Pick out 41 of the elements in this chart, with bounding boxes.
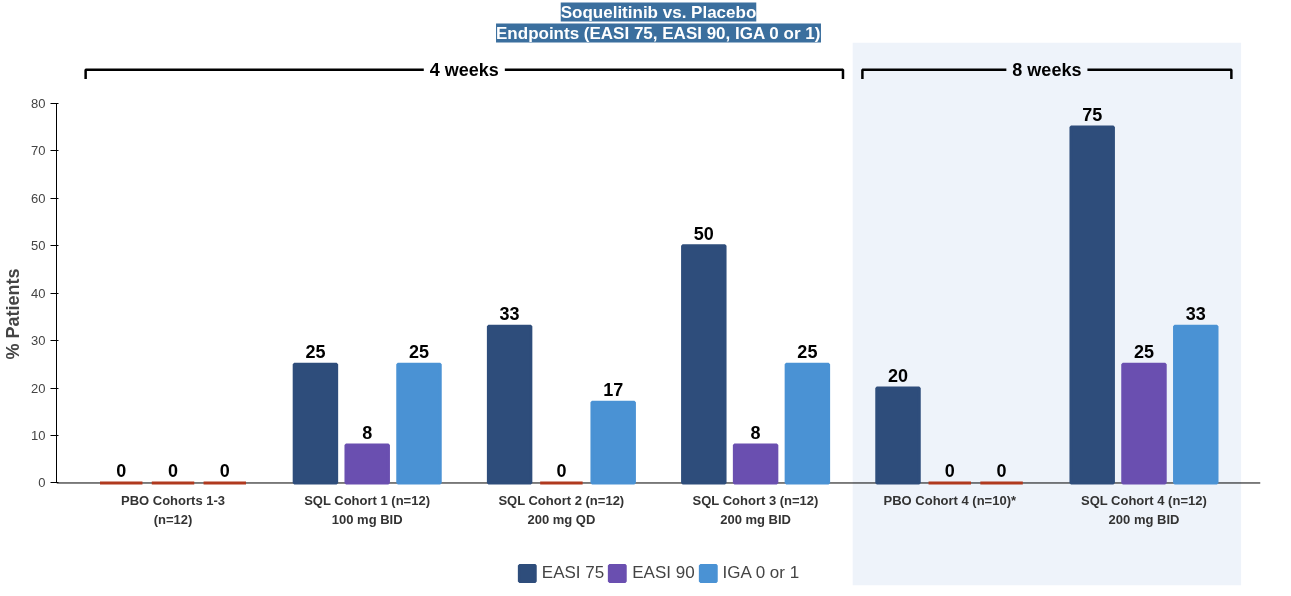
chart-title: Soquelitinib vs. Placebo <box>560 2 757 22</box>
data-label: 25 <box>305 342 326 363</box>
y-tick-label: 20 <box>31 380 46 396</box>
data-label: 0 <box>219 460 230 481</box>
y-tick-label: 50 <box>31 238 46 254</box>
text: 4 weeks <box>429 59 499 80</box>
data-label: 50 <box>693 223 714 244</box>
data-label: 0 <box>168 460 179 481</box>
data-label: 0 <box>116 460 127 481</box>
x-tick-label: SQL Cohort 1 (n=12) 100 mg BID <box>304 492 430 528</box>
data-label: 0 <box>556 460 567 481</box>
y-tick-label: 80 <box>31 95 46 111</box>
chart-subtitle: Endpoints (EASI 75, EASI 90, IGA 0 or 1) <box>496 23 821 43</box>
data-label: 33 <box>1185 304 1206 325</box>
data-label: 25 <box>797 342 818 363</box>
y-tick-label: 0 <box>38 475 46 491</box>
data-label: 0 <box>996 460 1007 481</box>
legend-label: EASI 75 <box>541 563 605 583</box>
y-tick-label: 70 <box>31 143 46 159</box>
x-tick-label: SQL Cohort 3 (n=12) 200 mg BID <box>692 492 819 528</box>
data-label: 8 <box>750 423 761 443</box>
x-tick-label: PBO Cohorts 1-3 (n=12) <box>121 492 226 528</box>
y-tick-label: 10 <box>31 428 46 444</box>
y-tick-label: 60 <box>31 190 46 206</box>
data-label: 8 <box>362 423 373 443</box>
x-tick-label: SQL Cohort 4 (n=12) 200 mg BID <box>1080 492 1207 528</box>
data-label: 25 <box>1133 342 1154 363</box>
y-tick-label: 40 <box>31 285 46 301</box>
y-tick-label: 30 <box>31 333 46 349</box>
legend-label: EASI 90 <box>632 563 695 583</box>
x-tick-label: PBO Cohort 4 (n=10)* <box>883 492 1017 508</box>
data-label: 33 <box>499 304 520 325</box>
legend-label: IGA 0 or 1 <box>722 563 800 583</box>
data-label: 25 <box>408 342 430 363</box>
data-label: 20 <box>887 366 909 387</box>
data-label: 75 <box>1082 104 1103 125</box>
data-label: 17 <box>603 380 624 401</box>
x-tick-label: SQL Cohort 2 (n=12) 200 mg QD <box>498 492 625 528</box>
band-label: 8 weeks <box>1012 59 1082 80</box>
y-axis-title: % Patients <box>3 268 24 360</box>
data-label: 0 <box>944 460 955 481</box>
